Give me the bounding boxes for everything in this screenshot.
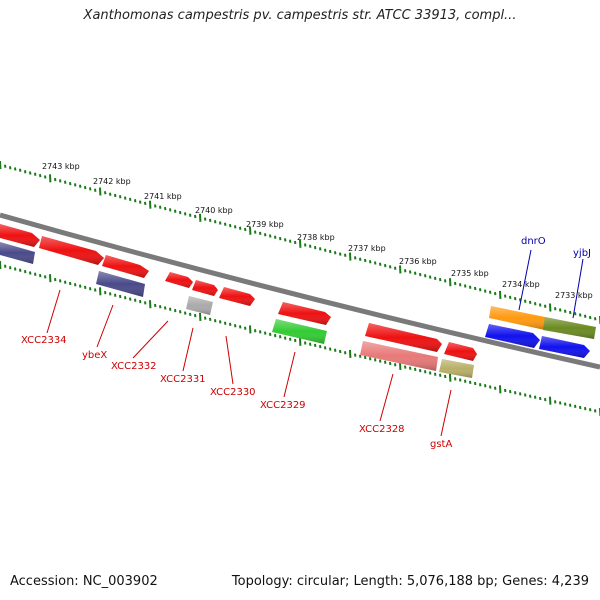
scale-label-2738: 2738 kbp: [297, 233, 335, 242]
gene-pink-feature[interactable]: [360, 341, 438, 371]
scale-label-2736: 2736 kbp: [399, 257, 437, 266]
label-leaders: [46, 249, 584, 437]
gene-labels: XCC2334 ybeX XCC2332 XCC2331 XCC2330 XCC…: [21, 236, 591, 450]
genome-backbone: [0, 212, 600, 370]
gene-label-dnrO[interactable]: dnrO: [521, 236, 546, 247]
scale-label-2740: 2740 kbp: [195, 206, 233, 215]
map-title: Xanthomonas campestris pv. campestris st…: [83, 8, 517, 23]
gene-XCC2329-red-feature[interactable]: [278, 302, 331, 325]
gene-navy-left-feature[interactable]: [0, 242, 35, 264]
gene-gstA-red-feature[interactable]: [444, 342, 477, 361]
scale-label-2741: 2741 kbp: [144, 192, 182, 201]
scale-label-2734: 2734 kbp: [502, 280, 540, 289]
gene-label-XCC2334[interactable]: XCC2334: [21, 335, 67, 346]
gene-orange-feature[interactable]: [489, 306, 545, 330]
inner-scale-ticks: [0, 260, 600, 417]
gene-blue-2-feature[interactable]: [539, 336, 590, 358]
scale-label-2743: 2743 kbp: [42, 162, 80, 171]
scale-label-2735: 2735 kbp: [451, 269, 489, 278]
outer-scale-ticks: [0, 160, 600, 325]
scale-label-2733: 2733 kbp: [555, 291, 593, 300]
scale-label-2739: 2739 kbp: [246, 220, 284, 229]
gene-XCC2328-red-feature[interactable]: [365, 323, 442, 352]
gene-XCC2334-feature[interactable]: [0, 224, 40, 247]
gene-blue-1-feature[interactable]: [485, 324, 540, 348]
gene-label-ybeX[interactable]: ybeX: [82, 350, 107, 361]
gene-label-XCC2329[interactable]: XCC2329: [260, 400, 306, 411]
scale-label-2737: 2737 kbp: [348, 244, 386, 253]
gene-label-XCC2332[interactable]: XCC2332: [111, 361, 157, 372]
gene-ybeX-feature[interactable]: [39, 236, 104, 265]
gene-XCC2330-feature[interactable]: [219, 287, 255, 306]
gene-label-XCC2330[interactable]: XCC2330: [210, 387, 256, 398]
accession-label: Accession: NC_003902: [10, 574, 158, 589]
gene-XCC2332-feature[interactable]: [102, 255, 149, 278]
gene-green-feature[interactable]: [272, 319, 327, 344]
scale-label-2742: 2742 kbp: [93, 177, 131, 186]
gene-gray-feature[interactable]: [186, 296, 213, 315]
gene-olive-feature[interactable]: [439, 359, 474, 378]
gene-label-XCC2331[interactable]: XCC2331: [160, 374, 206, 385]
gene-small-2-feature[interactable]: [192, 280, 218, 296]
gene-darkolive-feature[interactable]: [543, 317, 596, 339]
gene-navy-feature[interactable]: [96, 271, 145, 297]
gene-small-1-feature[interactable]: [165, 272, 193, 288]
topology-summary: Topology: circular; Length: 5,076,188 bp…: [231, 574, 589, 589]
gene-label-yjbJ[interactable]: yjbJ: [573, 248, 591, 259]
gene-label-gstA[interactable]: gstA: [430, 439, 452, 450]
gene-features: [0, 224, 596, 378]
gene-label-XCC2328[interactable]: XCC2328: [359, 424, 405, 435]
scale-labels: 2743 kbp 2742 kbp 2741 kbp 2740 kbp 2739…: [42, 162, 593, 300]
